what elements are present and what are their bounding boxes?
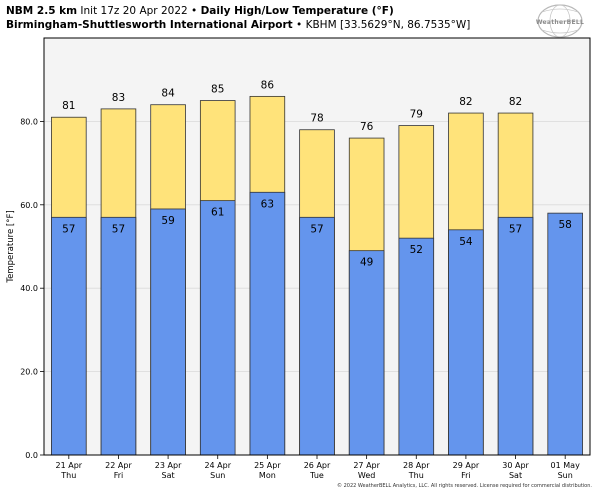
x-tick-date: 22 Apr [105,461,132,470]
chart-header: NBM 2.5 km Init 17z 20 Apr 2022 • Daily … [6,4,470,32]
x-tick-weekday: Sun [210,471,225,480]
y-tick-label: 0.0 [25,451,38,460]
model-name: NBM 2.5 km [6,5,78,17]
x-tick-weekday: Thu [60,471,76,480]
y-tick-label: 60.0 [20,201,38,210]
init-time: Init 17z 20 Apr 2022 [80,5,188,17]
x-tick-date: 29 Apr [453,461,480,470]
bullet-separator: • [296,19,303,31]
x-tick-weekday: Sun [558,471,573,480]
low-temp-bar [398,237,435,456]
x-tick-date: 26 Apr [304,461,331,470]
low-temp-bar [51,216,87,456]
y-tick-label: 20.0 [20,368,38,377]
low-temp-label: 61 [211,207,224,219]
x-tick-date: 30 Apr [502,461,529,470]
station-info: KBHM [33.5629°N, 86.7535°W] [305,19,471,31]
low-temp-label: 57 [310,223,323,235]
x-tick-date: 27 Apr [353,461,380,470]
high-temp-label: 84 [161,88,175,100]
low-temp-bar [547,212,583,456]
low-temp-bar [497,216,534,456]
x-tick-weekday: Wed [358,471,375,480]
high-temp-label: 76 [360,121,374,133]
high-temp-label: 85 [211,84,224,96]
low-temp-label: 54 [459,236,473,248]
high-temp-label: 86 [261,79,275,91]
high-temp-label: 78 [310,113,323,125]
x-tick-date: 24 Apr [204,461,231,470]
bullet-separator: • [191,5,198,17]
x-tick-date: 21 Apr [56,461,83,470]
low-temp-bar [348,250,385,456]
x-tick-date: 28 Apr [403,461,430,470]
y-tick-label: 80.0 [20,117,38,126]
station-name: Birmingham-Shuttlesworth International A… [6,19,293,31]
low-temp-bar [249,191,286,456]
low-temp-label: 58 [558,219,571,231]
bars: 81 57 83 57 84 59 85 61 86 63 78 57 76 49 79 52 82 54 82 57… [51,79,583,456]
y-tick-label: 40.0 [20,284,38,293]
low-temp-label: 59 [161,215,174,227]
low-temp-label: 49 [360,257,373,269]
high-temp-label: 79 [410,109,423,121]
high-temp-label: 83 [112,92,125,104]
header-line-2: Birmingham-Shuttlesworth International A… [6,18,470,32]
high-temp-label: 81 [62,100,75,112]
low-temp-label: 57 [62,223,75,235]
logo-globe-icon [537,4,583,38]
low-temp-label: 52 [410,244,423,256]
product-name: Daily High/Low Temperature (°F) [200,5,394,17]
low-temp-bar [100,216,137,456]
low-temp-bar [199,200,236,456]
x-tick-weekday: Sat [509,471,522,480]
low-temp-label: 63 [261,198,274,210]
low-temp-label: 57 [112,223,125,235]
x-tick-weekday: Fri [114,471,124,480]
low-temp-bar [150,208,186,456]
high-temp-label: 82 [509,96,522,108]
low-temp-label: 57 [509,223,522,235]
weatherbell-logo: WeatherBELL [528,2,592,40]
low-temp-bar [448,229,484,456]
header-line-1: NBM 2.5 km Init 17z 20 Apr 2022 • Daily … [6,4,470,18]
x-tick-date: 25 Apr [254,461,281,470]
high-temp-label: 82 [459,96,472,108]
x-tick-weekday: Thu [408,471,424,480]
x-tick-weekday: Fri [461,471,471,480]
y-axis-label: Temperature [°F] [6,210,16,283]
plot-frame [43,37,591,456]
logo-text: WeatherBELL [535,19,585,26]
x-tick-date: 01 May [551,461,581,470]
x-tick-weekday: Tue [309,471,324,480]
x-tick-weekday: Mon [259,471,276,480]
low-temp-bar [299,216,335,456]
x-tick-date: 23 Apr [155,461,182,470]
copyright-notice: © 2022 WeatherBELL Analytics, LLC. All r… [337,483,592,489]
x-tick-weekday: Sat [162,471,175,480]
